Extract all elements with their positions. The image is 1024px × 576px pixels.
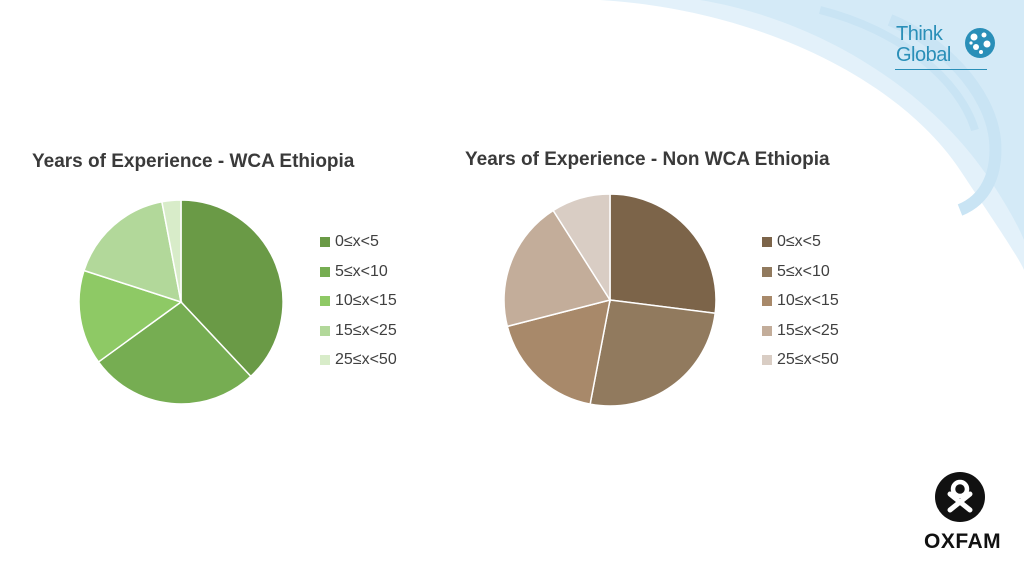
wca-legend-item: 10≤x<15	[320, 291, 397, 321]
wca-slice-2	[78, 269, 183, 364]
non-wca-legend-swatch	[762, 266, 772, 277]
non-wca-legend-swatch	[762, 355, 772, 365]
wca-legend-label: 10≤x<15	[335, 292, 397, 309]
brand-text: Think Global	[896, 24, 951, 66]
non-wca-legend-label: 15≤x<25	[777, 321, 839, 339]
wca-legend-swatch	[320, 237, 330, 247]
brand-underline	[895, 69, 987, 70]
wca-slice-0	[180, 199, 284, 378]
wca-legend-item: 5≤x<10	[320, 262, 397, 292]
non-wca-legend-item: 15≤x<25	[762, 321, 839, 351]
non-wca-legend-item: 25≤x<50	[762, 350, 839, 380]
pie-chart-non-wca	[503, 193, 717, 407]
non-wca-slice-3	[503, 209, 612, 328]
wca-legend-label: 0≤x<5	[335, 233, 379, 250]
oxfam-emblem-icon	[935, 472, 985, 522]
non-wca-legend-label: 5≤x<10	[777, 262, 830, 280]
wca-legend-label: 5≤x<10	[335, 262, 388, 280]
legend-wca: 0≤x<5 5≤x<10 10≤x<15 15≤x<25 25≤x<50	[320, 232, 397, 380]
wca-legend-swatch	[320, 296, 330, 306]
wca-slice-1	[97, 301, 252, 405]
wca-legend-label: 25≤x<50	[335, 351, 397, 368]
think-global-logo: Think Global	[893, 22, 1003, 74]
chart-title-non-wca: Years of Experience - Non WCA Ethiopia	[465, 149, 830, 170]
non-wca-slice-2	[506, 298, 611, 405]
non-wca-legend-item: 0≤x<5	[762, 232, 839, 262]
non-wca-legend-swatch	[762, 296, 772, 306]
wca-legend-item: 25≤x<50	[320, 350, 397, 380]
oxfam-logo: OXFAM	[924, 472, 1002, 556]
non-wca-legend-item: 10≤x<15	[762, 291, 839, 321]
wca-legend-item: 0≤x<5	[320, 232, 397, 262]
non-wca-slice-4	[552, 193, 611, 303]
pie-chart-wca	[78, 199, 284, 405]
non-wca-legend-swatch	[762, 237, 772, 247]
wca-legend-item: 15≤x<25	[320, 321, 397, 351]
non-wca-legend-label: 25≤x<50	[777, 351, 839, 368]
wca-legend-swatch	[320, 266, 330, 277]
non-wca-legend-swatch	[762, 325, 772, 336]
brand-line2: Global	[896, 44, 951, 66]
non-wca-slice-0	[609, 193, 717, 315]
wca-legend-swatch	[320, 325, 330, 336]
wca-slice-3	[83, 200, 182, 304]
legend-non-wca: 0≤x<5 5≤x<10 10≤x<15 15≤x<25 25≤x<50	[762, 232, 839, 380]
wca-slice-4	[161, 199, 182, 303]
non-wca-legend-label: 10≤x<15	[777, 292, 839, 309]
wca-legend-swatch	[320, 355, 330, 365]
wca-legend-label: 15≤x<25	[335, 321, 397, 339]
non-wca-legend-item: 5≤x<10	[762, 262, 839, 292]
oxfam-wordmark: OXFAM	[924, 530, 1002, 553]
brand-line1: Think	[896, 23, 943, 45]
non-wca-slice-1	[589, 299, 717, 407]
non-wca-legend-label: 0≤x<5	[777, 233, 821, 250]
chart-title-wca: Years of Experience - WCA Ethiopia	[32, 151, 355, 172]
globe-icon	[965, 28, 995, 58]
